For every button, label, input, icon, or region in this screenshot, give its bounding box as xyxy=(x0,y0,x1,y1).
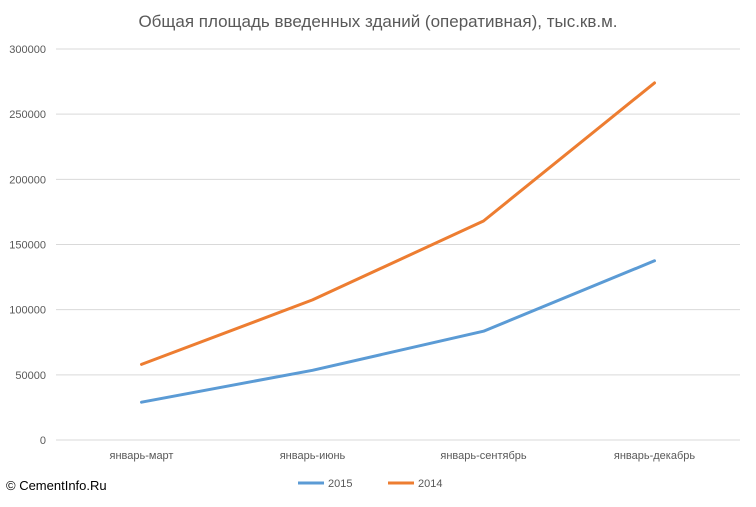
legend-label: 2014 xyxy=(418,478,442,490)
chart-title: Общая площадь введенных зданий (оператив… xyxy=(138,12,618,31)
x-tick-label: январь-сентябрь xyxy=(440,450,526,462)
y-tick-label: 300000 xyxy=(9,44,46,56)
y-tick-label: 50000 xyxy=(15,370,46,382)
y-tick-label: 150000 xyxy=(9,240,46,252)
x-tick-label: январь-март xyxy=(110,450,174,462)
copyright-text: © CementInfo.Ru xyxy=(6,478,107,493)
y-tick-label: 250000 xyxy=(9,109,46,121)
x-tick-label: январь-декабрь xyxy=(614,450,696,462)
y-tick-label: 200000 xyxy=(9,174,46,186)
series-line-2015 xyxy=(140,259,656,404)
y-tick-label: 0 xyxy=(40,435,46,447)
series-line-2014 xyxy=(140,81,656,366)
legend-label: 2015 xyxy=(328,478,352,490)
y-tick-label: 100000 xyxy=(9,305,46,317)
x-tick-label: январь-июнь xyxy=(280,450,346,462)
